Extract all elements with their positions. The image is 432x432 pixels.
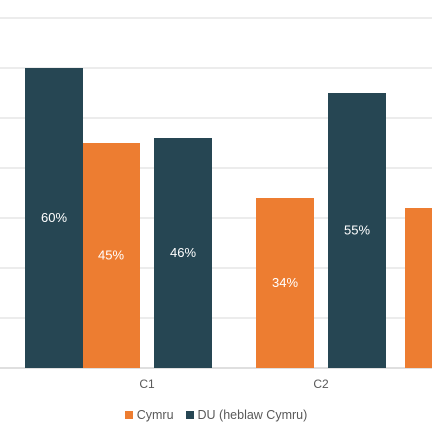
legend-item-du: DU (heblaw Cymru)	[185, 408, 308, 422]
x-tick-labels: C1 C2	[139, 377, 329, 391]
legend-label-du: DU (heblaw Cymru)	[197, 408, 308, 422]
legend-swatch-du	[185, 411, 194, 419]
data-label: 60%	[41, 210, 67, 225]
data-labels: 45% 34% 60% 46% 55%	[41, 210, 370, 290]
bar-series1-cat2	[328, 93, 386, 368]
legend: Cymru DU (heblaw Cymru)	[0, 405, 432, 425]
x-tick-label: C2	[313, 377, 329, 391]
legend-item-cymru: Cymru	[124, 408, 174, 422]
data-label: 46%	[170, 245, 196, 260]
bar-series0-cat3	[405, 208, 432, 368]
bar-series0-cat2	[256, 198, 314, 368]
bar-series0-cat1	[82, 143, 140, 368]
data-label: 55%	[344, 223, 370, 238]
data-label: 45%	[98, 248, 124, 263]
data-label: 34%	[272, 275, 298, 290]
bar-series1-cat1	[154, 138, 212, 368]
legend-label-cymru: Cymru	[136, 408, 174, 422]
x-tick-label: C1	[139, 377, 155, 391]
bars	[25, 68, 432, 368]
legend-swatch-cymru	[124, 411, 133, 419]
bar-series1-cat0	[25, 68, 83, 368]
